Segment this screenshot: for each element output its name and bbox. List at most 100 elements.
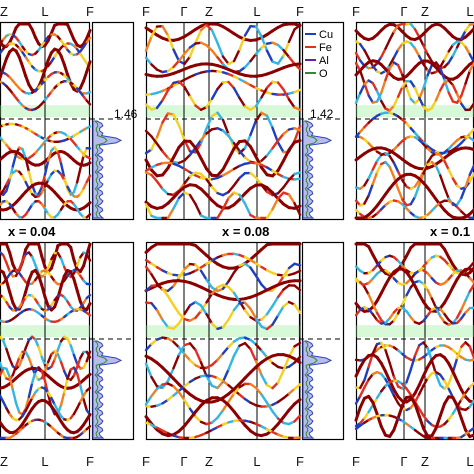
band-segment	[271, 314, 280, 326]
band-segment	[375, 311, 383, 322]
band-segment	[232, 301, 241, 312]
band-segment	[249, 119, 258, 137]
band-segment	[27, 396, 34, 406]
band-segment	[24, 278, 31, 294]
band-segment	[232, 87, 241, 100]
band-segment	[375, 390, 383, 400]
band-segment	[221, 55, 230, 66]
band-segment	[464, 173, 471, 189]
band-segment	[227, 271, 236, 283]
band-segment	[439, 81, 446, 92]
band-segment	[21, 253, 27, 263]
band-segment	[155, 142, 164, 153]
band-segment	[172, 385, 181, 394]
band-segment	[216, 56, 225, 66]
dos-curve-secondary	[303, 340, 318, 439]
band-segment	[358, 396, 366, 410]
band-segment	[40, 68, 47, 82]
band-segment	[451, 46, 459, 57]
band-segment	[282, 266, 291, 278]
band-segment	[216, 409, 225, 419]
band-segment	[417, 374, 425, 387]
kpath-tick-label: F	[86, 454, 94, 469]
band-segment	[260, 313, 269, 321]
band-segment	[43, 58, 50, 72]
band-segment	[227, 134, 236, 145]
band-segment	[199, 156, 208, 171]
band-segment	[205, 312, 214, 325]
band-segment	[293, 284, 302, 292]
panel-top-mid	[144, 21, 345, 221]
band-segment	[392, 394, 400, 405]
band-segment	[282, 355, 291, 372]
band-segment	[155, 308, 164, 322]
band-segment	[459, 416, 468, 432]
band-segment	[464, 69, 471, 85]
band-segment	[85, 213, 92, 219]
band-segment	[276, 186, 285, 195]
legend-label: Cu	[319, 29, 333, 41]
band-segment	[422, 282, 429, 292]
band-segment	[430, 98, 438, 110]
band-segment	[243, 24, 252, 37]
band-segment	[265, 80, 274, 89]
band-segment	[464, 45, 471, 56]
band-segment	[172, 145, 181, 159]
band-segment	[468, 146, 474, 152]
band-segment	[183, 304, 192, 316]
kpath-tick-label: Z	[421, 4, 429, 19]
band-segment	[455, 308, 463, 319]
kpath-tick-label: L	[253, 4, 260, 19]
gap-region	[146, 105, 300, 118]
band-segment	[85, 60, 92, 74]
band-segment	[24, 74, 31, 87]
band-segment	[293, 23, 302, 31]
band-segment	[426, 64, 434, 77]
band-segment	[451, 396, 459, 408]
band-segment	[243, 133, 252, 150]
kpath-tick-label: Z	[205, 4, 213, 19]
band-segment	[426, 53, 434, 63]
band-segment	[66, 337, 72, 347]
band-segment	[188, 95, 197, 107]
band-segment	[396, 404, 404, 420]
band-segment	[282, 48, 291, 59]
band-segment	[371, 170, 379, 186]
band-segment	[375, 162, 383, 174]
band-segment	[49, 256, 57, 270]
band-segment	[468, 208, 474, 216]
band-segment	[287, 172, 296, 182]
band-segment	[47, 353, 53, 364]
band-segment	[238, 96, 247, 108]
band-segment	[194, 263, 203, 272]
band-segment	[194, 138, 203, 149]
band-segment	[221, 129, 230, 138]
band-segment	[468, 433, 474, 439]
band-segment	[177, 191, 186, 200]
band-segment	[371, 342, 379, 355]
band-segment	[354, 91, 362, 105]
band-segment	[205, 97, 214, 109]
band-segment	[40, 369, 47, 383]
band-segment	[265, 147, 274, 157]
band-segment	[62, 63, 69, 76]
band-segment	[1, 57, 8, 70]
band-segment	[460, 29, 467, 40]
band-segment	[293, 357, 302, 365]
band-segment	[232, 176, 241, 187]
band-segment	[177, 343, 186, 356]
band-segment	[293, 398, 302, 406]
band-segment	[413, 402, 421, 418]
band-segment	[405, 86, 412, 101]
band-segment	[265, 49, 274, 63]
band-segment	[194, 309, 203, 320]
band-segment	[359, 42, 366, 52]
band-segment	[287, 193, 296, 205]
kpath-tick-label: Γ	[180, 4, 187, 19]
band-segment	[85, 293, 92, 300]
band-segment	[447, 371, 455, 386]
band-segment	[183, 398, 192, 410]
band-segment	[11, 152, 18, 168]
band-segment	[363, 194, 370, 205]
row-title-x-008: x = 0.08	[222, 224, 269, 239]
